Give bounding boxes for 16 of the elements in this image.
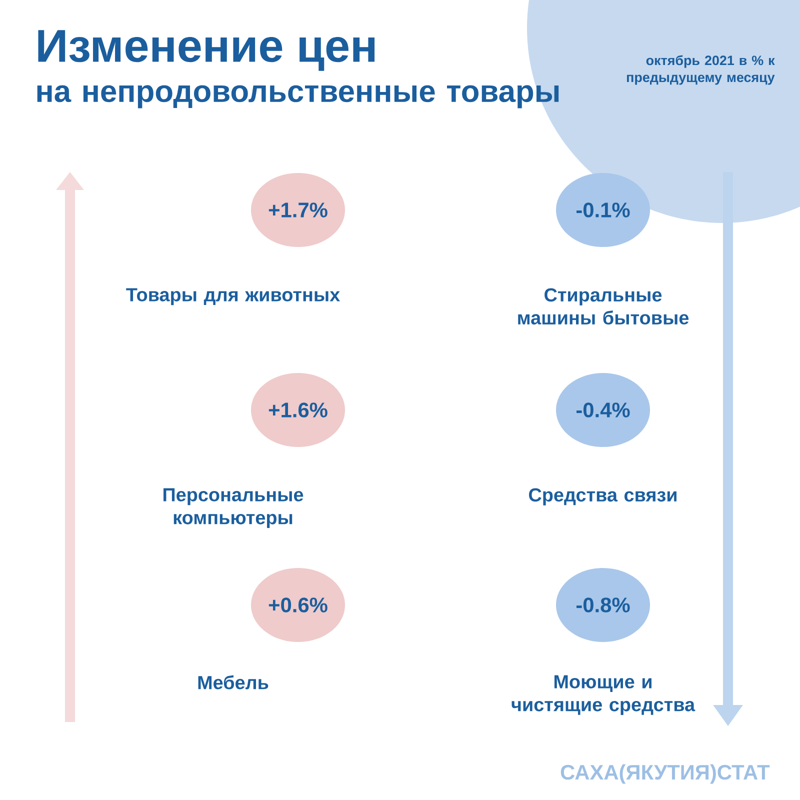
category-label: Товары для животных bbox=[126, 288, 340, 306]
data-label: +0.6% bbox=[268, 598, 328, 612]
text: октябрь 2021 в % к предыдущему месяцу bbox=[627, 55, 775, 85]
text: САХА(ЯКУТИЯ)СТАТ bbox=[560, 764, 770, 784]
category-label: Стиральные машины бытовые bbox=[518, 288, 689, 325]
data-label: -0.8% bbox=[576, 598, 630, 612]
category-label: Моющие и чистящие средства bbox=[512, 675, 696, 716]
text: Изменение цен bbox=[38, 30, 375, 71]
category-label: Персональные компьютеры bbox=[164, 488, 304, 528]
data-label: -0.4% bbox=[576, 402, 630, 418]
text: на непродовольственные товары bbox=[37, 85, 559, 108]
data-label: +1.7% bbox=[268, 202, 328, 218]
data-label: +1.6% bbox=[268, 402, 328, 418]
category-label: Средства связи bbox=[529, 488, 676, 506]
data-label: -0.1% bbox=[576, 202, 630, 218]
category-label: Мебель bbox=[198, 675, 268, 690]
